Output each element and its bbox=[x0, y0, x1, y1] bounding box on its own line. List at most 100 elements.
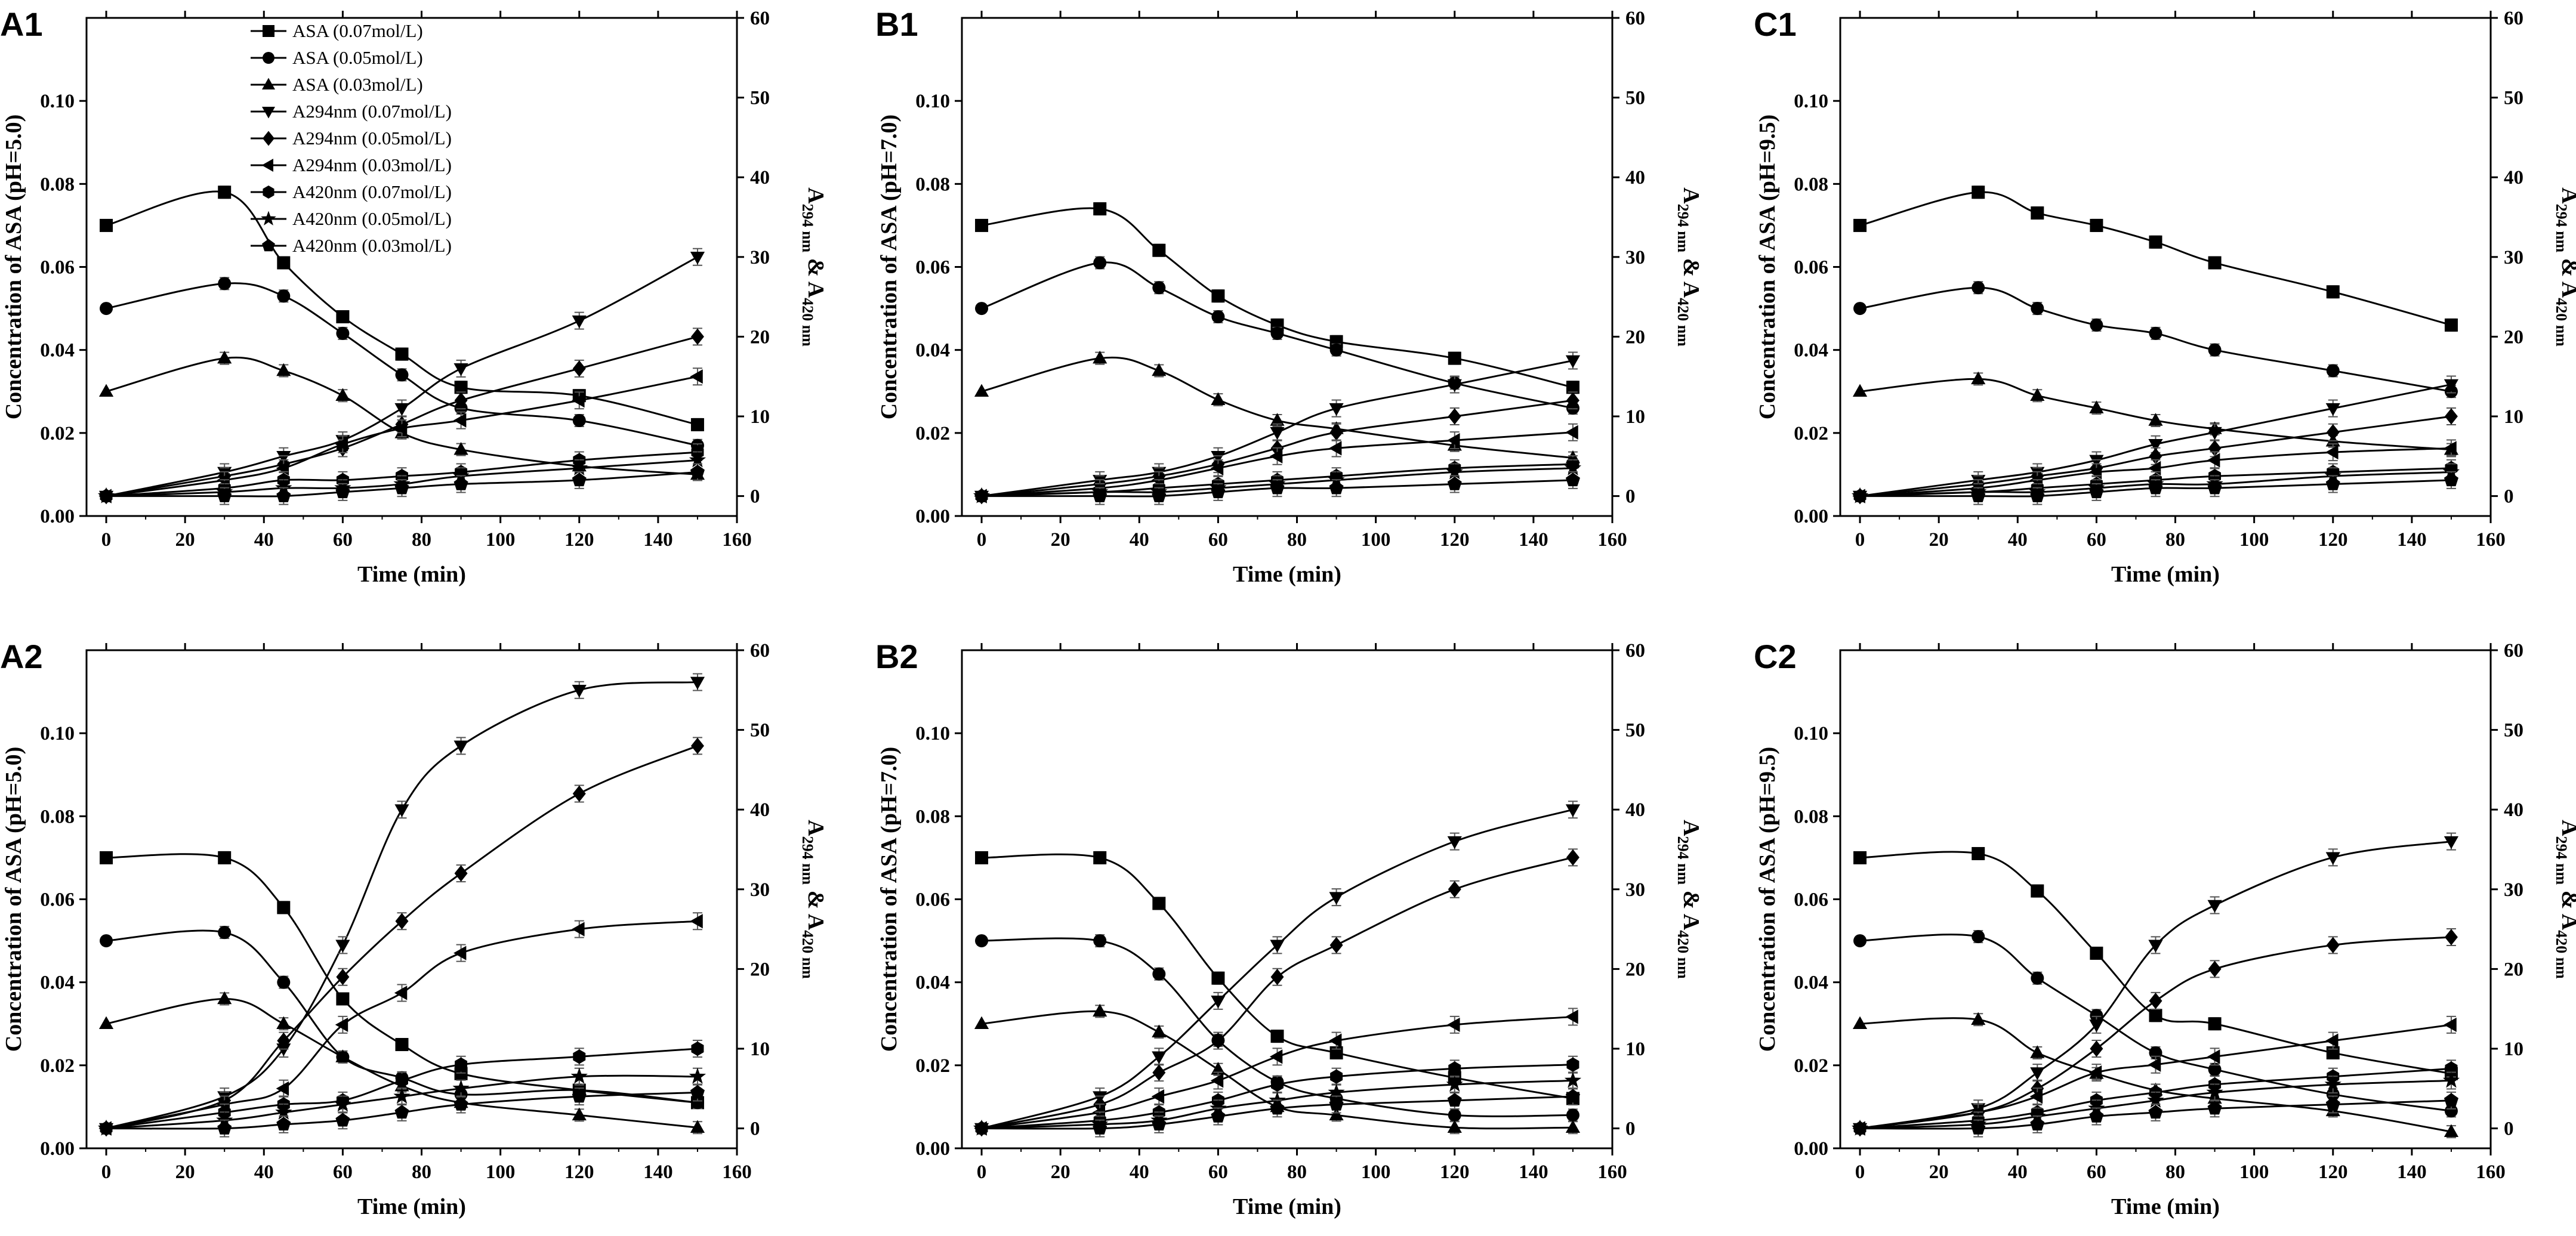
panel-label: B2 bbox=[875, 638, 918, 675]
y-axis-label: Concentration of ASA (pH=9.5) bbox=[1755, 115, 1780, 419]
data-point-hexagon bbox=[1448, 1061, 1461, 1076]
data-point-circle bbox=[395, 368, 409, 382]
x-tick-label: 20 bbox=[1929, 1161, 1949, 1183]
data-point-triangle-down bbox=[2444, 836, 2459, 849]
y2-axis-label: A294 nm & A420 nm bbox=[2553, 820, 2576, 979]
data-point-square bbox=[1093, 851, 1107, 864]
series-ASA7 bbox=[1853, 846, 2458, 1080]
data-point-circle bbox=[2031, 302, 2044, 316]
data-point-hexagon bbox=[1271, 1077, 1284, 1092]
data-point-pentagon bbox=[1152, 488, 1167, 502]
data-point-square bbox=[2031, 884, 2044, 898]
panel-label: B1 bbox=[875, 5, 918, 43]
legend-entry-ASA3: ASA (0.03mol/L) bbox=[292, 74, 423, 95]
data-point-diamond bbox=[1329, 937, 1343, 954]
data-point-diamond bbox=[2444, 408, 2458, 425]
data-point-triangle-up bbox=[2030, 388, 2045, 401]
data-point-diamond bbox=[1566, 849, 1579, 866]
y2-tick-label: 20 bbox=[750, 326, 770, 348]
y-tick-label: 0.04 bbox=[915, 972, 950, 994]
data-point-triangle-down bbox=[2030, 1067, 2045, 1080]
data-point-triangle-down bbox=[690, 676, 705, 690]
data-point-triangle-left bbox=[1269, 1049, 1283, 1064]
data-point-triangle-down bbox=[1565, 355, 1581, 369]
y2-label-sub1: 294 nm bbox=[799, 204, 816, 253]
series-A294_7 bbox=[98, 673, 705, 1136]
x-tick-label: 0 bbox=[1855, 529, 1865, 551]
data-point-pentagon bbox=[1971, 1120, 1986, 1135]
data-point-diamond bbox=[690, 737, 704, 755]
data-point-triangle-up bbox=[1329, 1107, 1344, 1121]
x-tick-label: 40 bbox=[254, 1161, 274, 1183]
data-point-square bbox=[2149, 1009, 2162, 1022]
legend-marker-triangle-down bbox=[262, 107, 275, 119]
data-point-triangle-left bbox=[572, 922, 585, 937]
y2-label-amp: & A bbox=[2557, 252, 2576, 298]
y-tick-label: 0.04 bbox=[1794, 340, 1828, 361]
y2-tick-label: 10 bbox=[2504, 1039, 2523, 1060]
data-point-hexagon bbox=[1330, 1069, 1343, 1084]
x-tick-label: 40 bbox=[254, 529, 274, 551]
data-point-triangle-up bbox=[2444, 1124, 2459, 1137]
y-tick-label: 0.04 bbox=[40, 972, 75, 994]
data-point-circle bbox=[277, 289, 291, 303]
x-tick-label: 20 bbox=[1929, 529, 1949, 551]
x-tick-label: 160 bbox=[1597, 1161, 1627, 1183]
x-tick-label: 140 bbox=[2397, 1161, 2427, 1183]
y2-tick-label: 50 bbox=[750, 88, 770, 109]
data-point-square bbox=[454, 381, 468, 394]
data-point-pentagon bbox=[2207, 1101, 2222, 1115]
data-point-square bbox=[1448, 351, 1461, 365]
data-point-triangle-left bbox=[394, 985, 408, 1000]
data-point-pentagon bbox=[1093, 488, 1107, 502]
data-point-triangle-up bbox=[1270, 413, 1285, 426]
data-point-hexagon bbox=[455, 1057, 468, 1072]
data-point-triangle-up bbox=[454, 442, 468, 455]
data-point-triangle-up bbox=[2148, 413, 2163, 426]
data-point-triangle-down bbox=[335, 940, 350, 953]
data-point-diamond bbox=[277, 1032, 291, 1049]
data-point-pentagon bbox=[276, 488, 291, 502]
data-point-square bbox=[1211, 289, 1225, 303]
data-point-diamond bbox=[2208, 960, 2222, 978]
x-axis-label: Time (min) bbox=[357, 562, 466, 587]
y2-label-sub2: 420 nm bbox=[799, 930, 816, 979]
panel-label: A2 bbox=[0, 638, 43, 675]
legend-marker-triangle-up bbox=[262, 78, 275, 89]
y2-tick-label: 0 bbox=[750, 486, 760, 508]
x-tick-label: 0 bbox=[1855, 1161, 1865, 1183]
series-line bbox=[106, 853, 698, 1104]
y2-label-sub1: 294 nm bbox=[1674, 836, 1692, 885]
data-point-square bbox=[336, 992, 350, 1006]
data-point-circle bbox=[1972, 930, 1985, 944]
y2-label-a: A bbox=[803, 820, 828, 836]
data-point-pentagon bbox=[1093, 1120, 1107, 1135]
data-point-pentagon bbox=[2089, 484, 2104, 499]
data-point-triangle-up bbox=[1093, 350, 1107, 364]
x-tick-label: 100 bbox=[486, 529, 516, 551]
y-tick-label: 0.00 bbox=[915, 506, 950, 527]
series-line bbox=[1859, 851, 2452, 1075]
data-point-diamond bbox=[2326, 424, 2340, 441]
y-tick-label: 0.06 bbox=[915, 257, 950, 279]
x-tick-label: 0 bbox=[977, 1161, 987, 1183]
data-point-circle bbox=[2208, 1062, 2222, 1076]
data-point-diamond bbox=[454, 392, 468, 409]
x-tick-label: 40 bbox=[1130, 529, 1149, 551]
series-ASA5 bbox=[1853, 930, 2458, 1118]
data-point-triangle-up bbox=[1093, 1003, 1107, 1017]
panel-label: C1 bbox=[1754, 5, 1797, 43]
x-tick-label: 0 bbox=[977, 529, 987, 551]
y-tick-label: 0.06 bbox=[915, 889, 950, 911]
panel-B1: B10 20 40 60 80 100 120 140 1600.000.020.040.060… bbox=[875, 5, 1704, 587]
y-axis-label: Concentration of ASA (pH=9.5) bbox=[1755, 747, 1780, 1052]
data-point-pentagon bbox=[1152, 1117, 1167, 1131]
data-point-pentagon bbox=[2325, 476, 2340, 490]
data-point-square bbox=[975, 851, 989, 864]
data-point-star bbox=[2206, 1083, 2223, 1100]
y-tick-label: 0.02 bbox=[915, 1055, 950, 1077]
x-tick-label: 100 bbox=[2239, 529, 2269, 551]
data-point-square bbox=[100, 851, 113, 864]
series-A420_3 bbox=[974, 1087, 1580, 1138]
series-A420_3 bbox=[1852, 1091, 2458, 1138]
